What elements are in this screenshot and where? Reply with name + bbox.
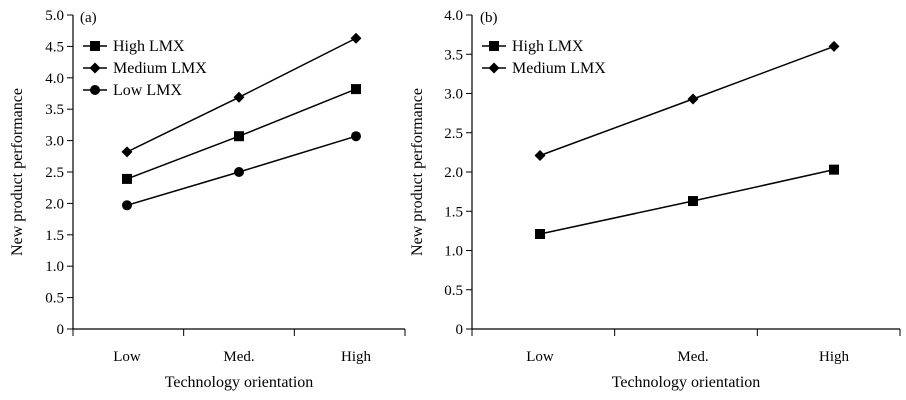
y-tick-label: 0 <box>57 322 65 338</box>
y-tick-label: 3.0 <box>45 134 64 150</box>
x-axis-title: Technology orientation <box>165 374 314 391</box>
y-tick-label: 2.0 <box>45 196 64 212</box>
data-point <box>828 40 840 52</box>
y-tick-label: 4.5 <box>45 39 64 55</box>
y-tick-label: 4.0 <box>45 71 64 87</box>
legend-marker <box>489 41 499 51</box>
y-tick-label: 2.0 <box>444 165 463 181</box>
legend-label: High LMX <box>512 38 584 55</box>
legend-marker <box>89 62 101 74</box>
x-tick-label: Med. <box>223 349 254 365</box>
data-point <box>351 131 361 142</box>
series-line <box>539 168 835 235</box>
y-axis-title: New product performance <box>409 88 426 256</box>
x-tick-label: Med. <box>677 349 708 365</box>
x-tick-label: Low <box>113 349 141 365</box>
y-tick-label: 1.5 <box>45 228 64 244</box>
y-tick-label: 2.5 <box>45 165 64 181</box>
x-tick-label: High <box>819 349 850 365</box>
data-point <box>122 200 132 211</box>
y-tick-label: 1.0 <box>45 259 64 275</box>
legend-label: Medium LMX <box>512 60 606 77</box>
x-tick-label: High <box>341 349 372 365</box>
legend-label: Medium LMX <box>113 60 207 77</box>
y-tick-label: 4.0 <box>444 8 463 24</box>
y-tick-label: 1.0 <box>444 244 463 260</box>
y-tick-label: 0 <box>456 322 464 338</box>
data-point <box>233 91 245 103</box>
legend-label: Low LMX <box>113 82 182 99</box>
data-point <box>234 131 244 142</box>
y-axis-title: New product performance <box>9 88 26 256</box>
y-tick-label: 3.5 <box>444 47 463 63</box>
data-point <box>829 164 839 175</box>
data-point <box>534 150 546 162</box>
y-tick-label: 2.5 <box>444 126 463 142</box>
data-point <box>351 84 361 95</box>
y-tick-label: 1.5 <box>444 204 463 220</box>
legend-label: High LMX <box>113 38 185 55</box>
chart-panel: 0 0.5 1.0 1.5 2.0 2.5 3.0 3.5 4.0 Low Med. High Tech… <box>409 8 901 391</box>
data-point <box>535 229 545 240</box>
data-point <box>350 32 362 44</box>
x-axis-title: Technology orientation <box>612 374 761 391</box>
legend-marker <box>488 62 500 74</box>
chart-panel: 0 0.5 1.0 1.5 2.0 2.5 3.0 3.5 4.0 4.5 5.0 Low Med. Hi… <box>9 8 406 391</box>
data-point <box>688 196 698 207</box>
y-tick-label: 3.5 <box>45 102 64 118</box>
data-point <box>121 146 133 158</box>
y-tick-label: 0.5 <box>45 291 64 307</box>
legend-marker <box>90 85 100 95</box>
legend-marker <box>90 41 100 51</box>
panel-label: (b) <box>480 10 498 26</box>
y-tick-label: 3.0 <box>444 87 463 103</box>
x-tick-label: Low <box>526 349 554 365</box>
panel-label: (a) <box>80 10 97 26</box>
data-point <box>687 93 699 105</box>
data-point <box>234 167 244 177</box>
y-tick-label: 5.0 <box>45 8 64 24</box>
y-tick-label: 0.5 <box>444 283 463 299</box>
data-point <box>122 173 132 184</box>
